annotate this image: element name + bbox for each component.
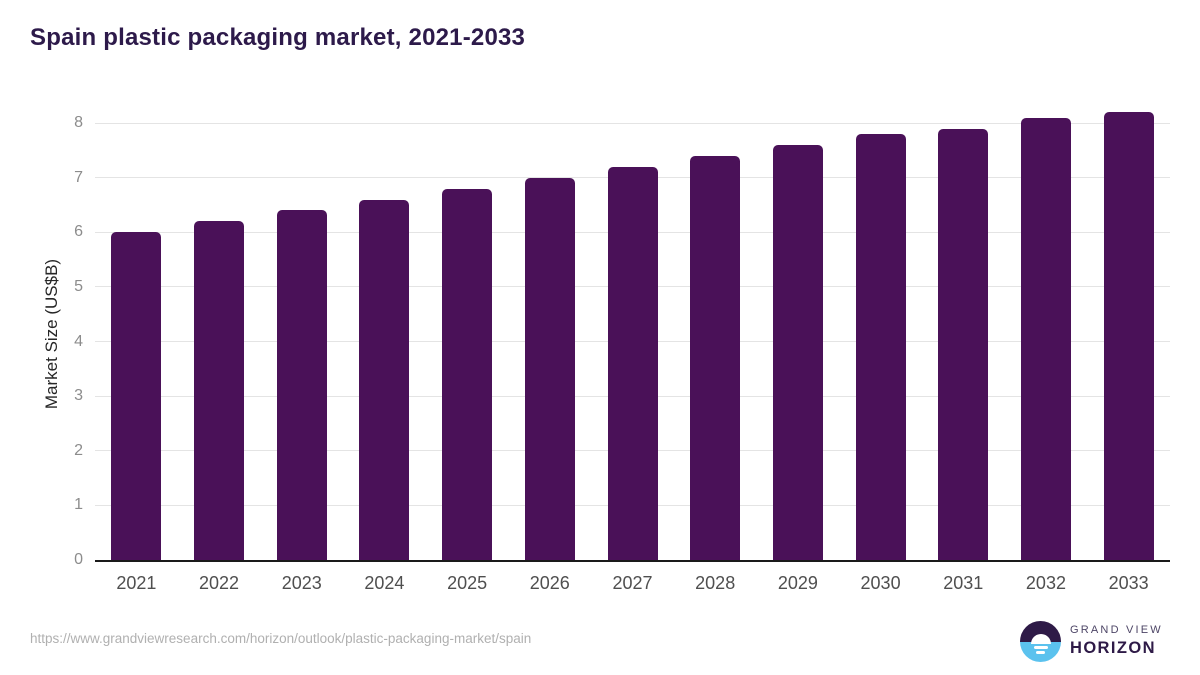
y-tick-label-6: 6 <box>74 223 83 241</box>
x-tick-label-2026: 2026 <box>529 573 570 593</box>
bar-2032 <box>1020 117 1071 560</box>
bar-2028 <box>690 155 741 560</box>
bar-2027 <box>607 166 658 560</box>
y-tick-label-8: 8 <box>74 114 83 132</box>
source-url: https://www.grandviewresearch.com/horizo… <box>30 631 532 646</box>
x-tick-label-2028: 2028 <box>695 573 736 593</box>
logo-text: GRAND VIEW HORIZON <box>1070 624 1163 658</box>
logo-reflection-line-1 <box>1033 645 1048 649</box>
x-tick-label-2021: 2021 <box>116 573 157 593</box>
logo-reflection-line-2 <box>1036 651 1045 654</box>
bar-2029 <box>772 144 823 560</box>
y-tick-label-3: 3 <box>74 387 83 405</box>
bar-2021 <box>111 232 162 560</box>
grand-view-horizon-logo: GRAND VIEW HORIZON <box>1020 621 1170 663</box>
x-tick-label-2027: 2027 <box>612 573 653 593</box>
logo-brand-line1: GRAND VIEW <box>1070 624 1163 636</box>
x-tick-label-2029: 2029 <box>777 573 818 593</box>
logo-brand-line2: HORIZON <box>1070 639 1156 657</box>
y-tick-label-0: 0 <box>74 551 83 568</box>
bar-2023 <box>276 210 327 560</box>
logo-sky-half <box>1020 621 1061 642</box>
y-tick-label-1: 1 <box>74 496 83 514</box>
y-tick-label-5: 5 <box>74 277 83 295</box>
y-tick-label-7: 7 <box>74 168 83 186</box>
x-tick-label-2032: 2032 <box>1025 573 1066 593</box>
gridline-y8 <box>95 122 1170 124</box>
bar-2022 <box>194 221 245 560</box>
bar-2033 <box>1103 112 1154 560</box>
bar-2024 <box>359 199 410 560</box>
bar-2026 <box>524 177 575 560</box>
x-tick-label-2022: 2022 <box>199 573 240 593</box>
y-tick-label-2: 2 <box>74 441 83 459</box>
horizon-sun-icon <box>1020 621 1061 662</box>
bar-2031 <box>938 128 989 560</box>
chart-title: Spain plastic packaging market, 2021-203… <box>30 24 526 51</box>
x-tick-label-2030: 2030 <box>860 573 901 593</box>
x-tick-label-2031: 2031 <box>943 573 984 593</box>
x-tick-label-2024: 2024 <box>364 573 405 593</box>
logo-sun-dome <box>1030 634 1051 644</box>
bar-2025 <box>442 188 493 560</box>
x-tick-label-2033: 2033 <box>1108 573 1149 593</box>
bar-2030 <box>855 133 906 560</box>
y-tick-label-4: 4 <box>74 332 83 350</box>
x-tick-label-2025: 2025 <box>447 573 488 593</box>
x-tick-label-2023: 2023 <box>281 573 322 593</box>
plot-area: 0 1 2 3 4 5 6 7 8 2021 2022 2023 2024 2025 2026 2027 202… <box>74 105 1170 593</box>
